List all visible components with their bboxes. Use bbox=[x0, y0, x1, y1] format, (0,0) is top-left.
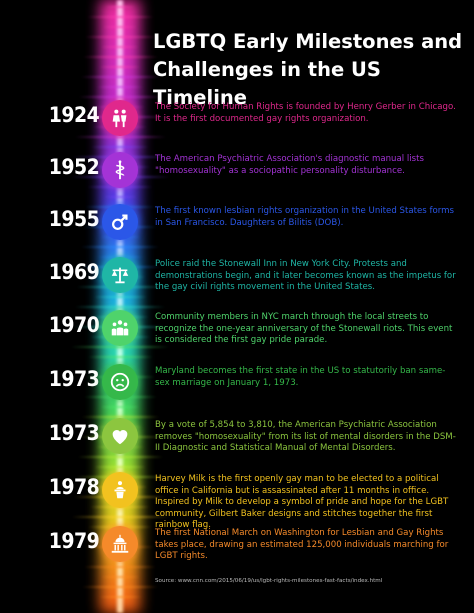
speaker-podium-icon bbox=[109, 479, 131, 501]
milestone-year: 1973 bbox=[48, 421, 100, 445]
milestone-description: The American Psychiatric Association's d… bbox=[155, 154, 424, 176]
milestone-row: 1952 The American Psychiatric Association… bbox=[0, 149, 474, 209]
milestone-icon-circle bbox=[102, 418, 138, 454]
glow-ray bbox=[81, 246, 159, 248]
sad-face-icon bbox=[109, 371, 131, 393]
milestone-row: 1979 The first National March on Washingt… bbox=[0, 523, 474, 583]
glow-ray bbox=[105, 6, 135, 8]
milestone-row: 1969 Police raid the Stonewall Inn in New… bbox=[0, 254, 474, 314]
milestone-icon-circle bbox=[102, 364, 138, 400]
glow-ray bbox=[103, 26, 137, 28]
milestone-year: 1969 bbox=[48, 260, 100, 284]
glow-ray bbox=[97, 86, 143, 88]
glow-ray bbox=[100, 406, 140, 408]
milestone-row: 1924 The Society for Human Rights is foun… bbox=[0, 97, 474, 157]
milestone-row: 1973 By a vote of 5,854 to 3,810, the Ame… bbox=[0, 415, 474, 475]
glow-ray bbox=[86, 16, 154, 18]
source-citation: Source: www.cnn.com/2015/06/19/us/lgbt-r… bbox=[155, 578, 383, 584]
glow-ray bbox=[93, 296, 147, 298]
milestone-description: By a vote of 5,854 to 3,810, the America… bbox=[155, 420, 456, 454]
milestone-description: The first known lesbian rights organizat… bbox=[155, 206, 454, 228]
glow-ray bbox=[77, 456, 163, 458]
glow-ray bbox=[101, 46, 139, 48]
heart-icon bbox=[109, 425, 131, 447]
milestone-description: The first National March on Washington f… bbox=[155, 528, 449, 562]
milestone-icon-circle bbox=[102, 204, 138, 240]
couple-icon bbox=[109, 107, 131, 129]
caduceus-icon bbox=[109, 159, 131, 181]
glow-ray bbox=[91, 146, 149, 148]
glow-ray bbox=[98, 596, 142, 598]
milestone-description: Harvey Milk is the first openly gay man … bbox=[155, 474, 449, 531]
glow-ray bbox=[75, 306, 165, 308]
milestone-row: 1955 The first known lesbian rights organ… bbox=[0, 201, 474, 261]
milestone-year: 1924 bbox=[48, 103, 100, 127]
glow-ray bbox=[87, 356, 153, 358]
milestone-icon-circle bbox=[102, 526, 138, 562]
milestone-icon-circle bbox=[102, 310, 138, 346]
milestone-row: 1973 Maryland becomes the first state in … bbox=[0, 361, 474, 421]
glow-ray bbox=[99, 66, 141, 68]
glow-ray bbox=[84, 36, 156, 38]
milestone-description: Community members in NYC march through t… bbox=[155, 312, 453, 346]
milestone-description: Police raid the Stonewall Inn in New Yor… bbox=[155, 259, 456, 293]
gender-symbol-icon bbox=[109, 211, 131, 233]
glow-ray bbox=[94, 466, 146, 468]
milestone-year: 1970 bbox=[48, 313, 100, 337]
milestone-year: 1973 bbox=[48, 367, 100, 391]
capitol-building-icon bbox=[109, 533, 131, 555]
glow-ray bbox=[82, 586, 158, 588]
milestone-year: 1978 bbox=[48, 475, 100, 499]
glow-ray bbox=[80, 76, 160, 78]
milestone-year: 1979 bbox=[48, 529, 100, 553]
glow-ray bbox=[103, 196, 137, 198]
milestone-icon-circle bbox=[102, 472, 138, 508]
glow-ray bbox=[81, 416, 159, 418]
glow-ray bbox=[78, 96, 162, 98]
milestone-description: Maryland becomes the first state in the … bbox=[155, 366, 446, 388]
crowd-icon bbox=[109, 317, 131, 339]
glow-ray bbox=[100, 576, 140, 578]
balance-scale-icon bbox=[109, 264, 131, 286]
milestone-icon-circle bbox=[102, 100, 138, 136]
milestone-year: 1955 bbox=[48, 207, 100, 231]
glow-ray bbox=[71, 516, 169, 518]
milestone-icon-circle bbox=[102, 152, 138, 188]
glow-ray bbox=[84, 566, 156, 568]
milestone-description: The Society for Human Rights is founded … bbox=[155, 102, 456, 124]
milestone-year: 1952 bbox=[48, 155, 100, 179]
glow-ray bbox=[74, 136, 166, 138]
milestone-row: 1970 Community members in NYC march throu… bbox=[0, 307, 474, 367]
milestone-icon-circle bbox=[102, 257, 138, 293]
glow-ray bbox=[71, 346, 169, 348]
glow-ray bbox=[82, 56, 158, 58]
page-title: LGBTQ Early Milestones and Challenges in… bbox=[153, 30, 463, 109]
milestone-row: 1978 Harvey Milk is the first openly gay … bbox=[0, 469, 474, 531]
